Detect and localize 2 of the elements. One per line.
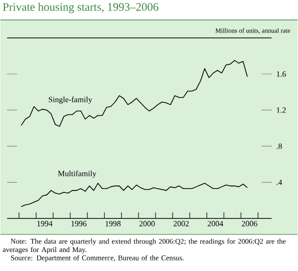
- line-series: [20, 60, 248, 127]
- chart-title: Private housing starts, 1993–2006: [2, 2, 158, 14]
